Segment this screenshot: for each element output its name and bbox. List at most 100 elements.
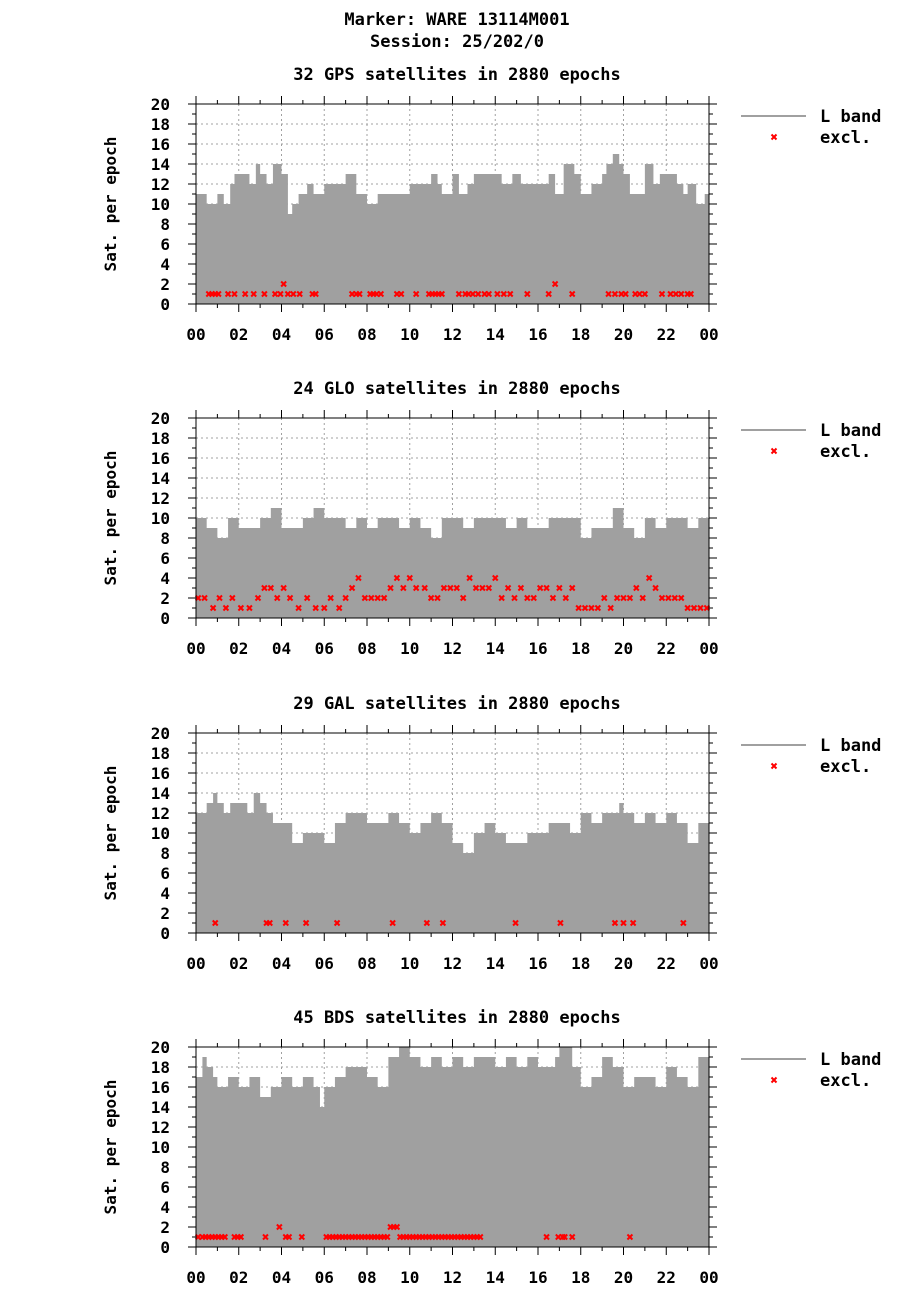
- y-tick-label: 6: [160, 235, 170, 254]
- excl-point: [380, 594, 388, 602]
- legend-band-label: L band: [820, 736, 881, 756]
- excl-point: [312, 290, 319, 298]
- excl-point: [611, 919, 619, 927]
- y-tick-label: 16: [151, 764, 170, 783]
- excl-point: [485, 290, 493, 298]
- y-tick-label: 20: [151, 95, 170, 114]
- excl-point: [568, 290, 576, 298]
- x-tick-label: 00: [186, 639, 205, 658]
- excl-point: [355, 574, 362, 582]
- y-tick-label: 0: [160, 609, 170, 628]
- excl-point: [333, 919, 341, 927]
- x-tick-label: 18: [571, 1268, 590, 1287]
- excl-point: [212, 919, 219, 927]
- excl-point: [588, 604, 595, 612]
- excl-point: [421, 584, 428, 592]
- x-tick-label: 04: [272, 954, 291, 973]
- excl-point: [512, 919, 519, 927]
- excl-point: [524, 594, 531, 602]
- excl-point: [466, 574, 473, 582]
- legend-excl-label: excl.: [820, 442, 871, 462]
- excl-point: [626, 594, 634, 602]
- x-tick-label: 20: [614, 325, 633, 344]
- x-tick-label: 18: [571, 639, 590, 658]
- excl-point: [356, 290, 363, 298]
- excl-point: [629, 919, 637, 927]
- excl-point: [536, 584, 544, 592]
- y-tick-label: 0: [160, 295, 170, 314]
- excl-point: [262, 1233, 269, 1241]
- x-tick-label: 18: [571, 325, 590, 344]
- excl-point: [636, 290, 643, 298]
- x-tick-label: 14: [486, 1268, 505, 1287]
- excl-point: [672, 290, 680, 298]
- y-tick-label: 2: [160, 1218, 170, 1237]
- x-tick-label: 14: [486, 954, 505, 973]
- y-tick-label: 2: [160, 589, 170, 608]
- excl-point: [250, 290, 257, 298]
- excl-point: [684, 604, 691, 612]
- excl-point: [400, 584, 407, 592]
- excl-point: [562, 594, 569, 602]
- panel-title: 29 GAL satellites in 2880 epochs: [293, 694, 621, 714]
- excl-point: [561, 1233, 568, 1241]
- legend-excl-label: excl.: [820, 1071, 871, 1091]
- excl-point: [658, 594, 666, 602]
- excl-point: [620, 594, 627, 602]
- excl-point: [389, 919, 396, 927]
- excl-point: [303, 594, 311, 602]
- excl-point: [368, 594, 375, 602]
- excl-point: [412, 584, 420, 592]
- x-tick-label: 00: [186, 325, 205, 344]
- y-tick-label: 18: [151, 115, 170, 134]
- x-tick-label: 10: [400, 639, 419, 658]
- excl-point: [568, 1233, 576, 1241]
- l-band-area: [196, 1047, 709, 1247]
- excl-point: [498, 594, 505, 602]
- excl-point: [224, 290, 232, 298]
- y-tick-label: 16: [151, 1078, 170, 1097]
- excl-point: [641, 290, 649, 298]
- excl-point: [261, 290, 268, 298]
- l-band-area: [196, 793, 709, 933]
- excl-point: [645, 574, 653, 582]
- x-tick-label: 02: [229, 954, 248, 973]
- excl-point: [611, 290, 619, 298]
- y-tick-label: 0: [160, 1238, 170, 1257]
- excl-point: [459, 594, 467, 602]
- excl-point: [472, 584, 480, 592]
- excl-point: [427, 594, 435, 602]
- excl-point: [237, 1233, 245, 1241]
- x-tick-label: 00: [699, 325, 718, 344]
- y-tick-label: 8: [160, 1158, 170, 1177]
- y-tick-label: 20: [151, 1038, 170, 1057]
- excl-point: [434, 594, 441, 602]
- legend-excl-marker: [770, 447, 778, 455]
- y-axis-label: Sat. per epoch: [101, 451, 120, 586]
- legend-band-label: L band: [820, 421, 881, 441]
- excl-point: [453, 584, 460, 592]
- x-tick-label: 16: [528, 1268, 547, 1287]
- x-tick-label: 20: [614, 954, 633, 973]
- excl-point: [284, 290, 292, 298]
- y-tick-label: 8: [160, 529, 170, 548]
- x-tick-label: 04: [272, 1268, 291, 1287]
- excl-point: [500, 290, 508, 298]
- x-tick-label: 02: [229, 1268, 248, 1287]
- excl-point: [327, 594, 334, 602]
- excl-point: [397, 290, 405, 298]
- excl-point: [568, 584, 576, 592]
- excl-point: [507, 290, 514, 298]
- excl-point: [215, 290, 222, 298]
- x-tick-label: 08: [357, 639, 376, 658]
- x-tick-label: 16: [528, 325, 547, 344]
- legend-excl-marker: [770, 133, 778, 141]
- excl-point: [361, 594, 369, 602]
- y-tick-label: 12: [151, 804, 170, 823]
- x-tick-label: 22: [657, 639, 676, 658]
- panel-title: 24 GLO satellites in 2880 epochs: [293, 379, 621, 399]
- excl-point: [216, 594, 223, 602]
- excl-point: [222, 604, 230, 612]
- excl-point: [605, 290, 612, 298]
- excl-point: [295, 604, 302, 612]
